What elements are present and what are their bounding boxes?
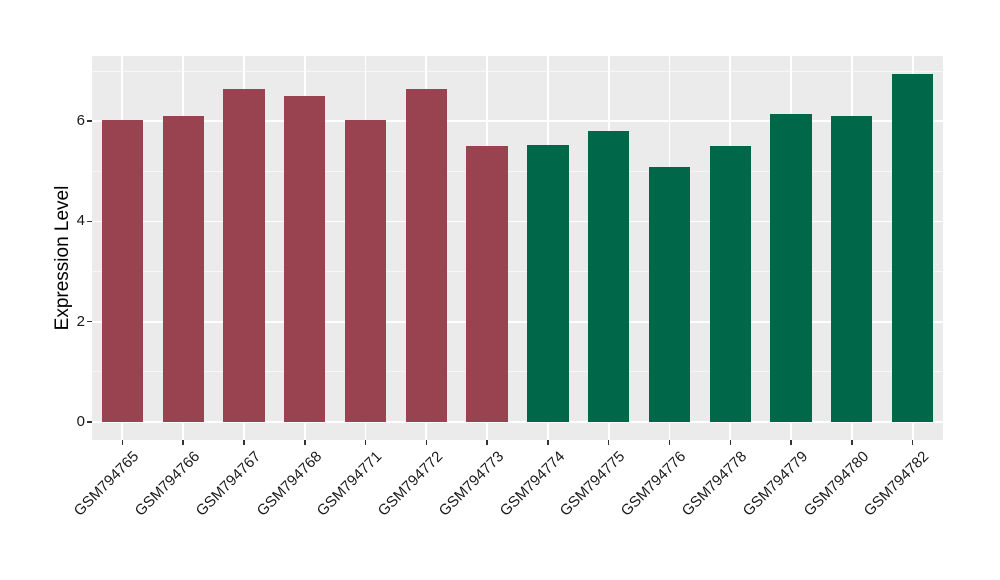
bar-GSM794772 [405, 88, 447, 422]
y-tick-label: 0 [76, 412, 85, 430]
bar-GSM794766 [162, 116, 204, 422]
bar-GSM794775 [588, 131, 630, 422]
bar-GSM794768 [284, 96, 326, 422]
gridline-minor [92, 170, 943, 172]
y-axis-title-text: Expression Level [52, 185, 73, 331]
x-tick-mark [668, 440, 671, 445]
bar-GSM794780 [831, 115, 873, 422]
x-tick-label: GSM794776 [617, 448, 690, 520]
bar-GSM794779 [770, 113, 812, 422]
x-tick-mark [243, 440, 245, 445]
bar-GSM794774 [527, 144, 569, 422]
y-tick-label: 4 [76, 212, 85, 230]
y-tick-mark [87, 220, 92, 223]
gridline-major [92, 220, 943, 223]
x-tick-label: GSM794779 [739, 448, 812, 520]
x-tick-mark [729, 440, 731, 445]
x-tick-mark [607, 440, 610, 445]
x-tick-mark [364, 440, 367, 445]
gridline-major [92, 320, 943, 323]
gridline-major [92, 120, 943, 123]
x-tick-label: GSM794778 [678, 448, 751, 520]
bar-GSM794765 [101, 119, 144, 422]
gridline-minor [92, 70, 943, 72]
bar-GSM794773 [466, 145, 508, 422]
y-tick-label: 6 [76, 112, 85, 130]
x-tick-mark [790, 440, 792, 445]
x-tick-label: GSM794765 [70, 448, 143, 520]
y-tick-mark [87, 320, 92, 323]
bar-GSM794776 [648, 167, 691, 422]
bar-GSM794778 [709, 145, 751, 422]
x-tick-label: GSM794773 [435, 448, 508, 520]
x-tick-label: GSM794772 [374, 448, 447, 520]
gridline-minor [92, 371, 943, 373]
x-tick-mark [121, 440, 124, 445]
x-tick-mark [486, 440, 488, 445]
bar-GSM794767 [223, 89, 265, 422]
x-tick-mark [182, 440, 184, 445]
gridline-major [92, 421, 943, 423]
y-tick-mark [87, 120, 92, 122]
x-tick-label: GSM794766 [131, 448, 204, 520]
x-tick-mark [304, 440, 306, 445]
x-tick-mark [425, 440, 428, 445]
gridline-minor [92, 271, 943, 273]
x-tick-mark [547, 440, 549, 445]
y-tick-mark [87, 421, 92, 423]
y-tick-label: 2 [76, 312, 85, 330]
x-tick-mark [911, 440, 914, 445]
plot-panel [92, 56, 943, 440]
bar-GSM794771 [344, 119, 387, 422]
x-tick-mark [851, 440, 853, 445]
bar-GSM794782 [891, 73, 934, 422]
x-tick-label: GSM794767 [192, 448, 264, 520]
